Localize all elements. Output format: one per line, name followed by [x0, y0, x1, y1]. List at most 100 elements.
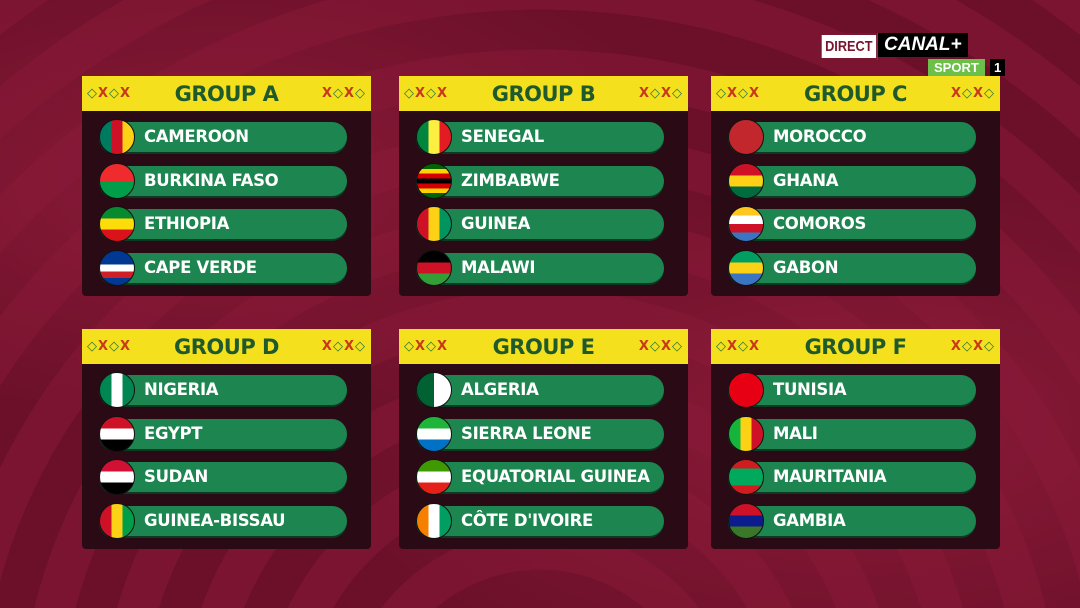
- team-row: MAURITANIA: [728, 459, 976, 495]
- group-title: GROUP F: [804, 334, 907, 359]
- team-name: GAMBIA: [773, 511, 846, 530]
- pattern-icon: X◇X◇: [950, 86, 995, 101]
- team-name: CÔTE D'IVOIRE: [461, 511, 594, 530]
- team-row: GHANA: [728, 163, 976, 199]
- team-row: GAMBIA: [728, 503, 976, 539]
- broadcaster-logo: DIRECT CANAL+ SPORT 1: [820, 33, 1015, 79]
- team-name: CAPE VERDE: [144, 258, 257, 277]
- team-row: EGYPT: [99, 416, 347, 452]
- pattern-icon: ◇X◇X: [716, 339, 761, 354]
- team-row: MALI: [728, 416, 976, 452]
- flag-icon: [99, 416, 135, 452]
- flag-icon: [416, 119, 452, 155]
- team-name: COMOROS: [773, 214, 867, 233]
- group-card: ◇X◇X GROUP B X◇X◇ SENEGAL ZIMBABWE GUINEA MALA…: [399, 76, 688, 296]
- team-name: MOROCCO: [773, 127, 867, 146]
- team-name: MAURITANIA: [773, 467, 887, 486]
- group-title: GROUP B: [491, 81, 596, 106]
- team-name: MALI: [773, 424, 818, 443]
- team-name: ETHIOPIA: [144, 214, 230, 233]
- team-name: GUINEA-BISSAU: [144, 511, 286, 530]
- flag-icon: [416, 250, 452, 286]
- team-name: BURKINA FASO: [144, 171, 279, 190]
- flag-icon: [416, 459, 452, 495]
- flag-icon: [728, 250, 764, 286]
- flag-icon: [416, 163, 452, 199]
- sub-channel: SPORT: [928, 59, 985, 76]
- group-header: ◇X◇X GROUP C X◇X◇: [711, 76, 1000, 111]
- team-row: NIGERIA: [99, 372, 347, 408]
- team-row: GUINEA-BISSAU: [99, 503, 347, 539]
- team-name: GUINEA: [461, 214, 531, 233]
- team-row: SIERRA LEONE: [416, 416, 664, 452]
- pattern-icon: ◇X◇X: [404, 86, 449, 101]
- team-name: NIGERIA: [144, 380, 219, 399]
- team-row: ALGERIA: [416, 372, 664, 408]
- team-row: SUDAN: [99, 459, 347, 495]
- team-row: ETHIOPIA: [99, 206, 347, 242]
- flag-icon: [99, 163, 135, 199]
- flag-icon: [416, 206, 452, 242]
- channel-number: 1: [990, 59, 1006, 76]
- team-name: SENEGAL: [461, 127, 544, 146]
- team-row: ZIMBABWE: [416, 163, 664, 199]
- team-name: CAMEROON: [144, 127, 249, 146]
- group-title: GROUP E: [492, 334, 595, 359]
- team-row: GUINEA: [416, 206, 664, 242]
- pattern-icon: ◇X◇X: [716, 86, 761, 101]
- flag-icon: [728, 206, 764, 242]
- team-name: ALGERIA: [461, 380, 539, 399]
- team-row: MALAWI: [416, 250, 664, 286]
- flag-icon: [416, 416, 452, 452]
- flag-icon: [728, 503, 764, 539]
- group-card: ◇X◇X GROUP F X◇X◇ TUNISIA MALI MAURITANIA GAMB…: [711, 329, 1000, 549]
- flag-icon: [99, 372, 135, 408]
- flag-icon: [728, 119, 764, 155]
- channel-name: CANAL+: [878, 33, 968, 57]
- flag-icon: [728, 372, 764, 408]
- team-row: GABON: [728, 250, 976, 286]
- pattern-icon: X◇X◇: [638, 86, 683, 101]
- team-row: CAPE VERDE: [99, 250, 347, 286]
- team-name: MALAWI: [461, 258, 536, 277]
- flag-icon: [728, 163, 764, 199]
- flag-icon: [728, 459, 764, 495]
- team-name: TUNISIA: [773, 380, 847, 399]
- group-header: ◇X◇X GROUP B X◇X◇: [399, 76, 688, 111]
- team-row: BURKINA FASO: [99, 163, 347, 199]
- pattern-icon: ◇X◇X: [404, 339, 449, 354]
- group-card: ◇X◇X GROUP A X◇X◇ CAMEROON BURKINA FASO ETHIO…: [82, 76, 371, 296]
- group-title: GROUP C: [804, 81, 907, 106]
- team-row: TUNISIA: [728, 372, 976, 408]
- group-header: ◇X◇X GROUP D X◇X◇: [82, 329, 371, 364]
- team-row: CÔTE D'IVOIRE: [416, 503, 664, 539]
- pattern-icon: ◇X◇X: [87, 339, 132, 354]
- team-name: SUDAN: [144, 467, 209, 486]
- flag-icon: [99, 459, 135, 495]
- team-name: GHANA: [773, 171, 839, 190]
- team-name: GABON: [773, 258, 839, 277]
- team-name: EGYPT: [144, 424, 203, 443]
- flag-icon: [99, 503, 135, 539]
- flag-icon: [99, 206, 135, 242]
- group-title: GROUP A: [174, 81, 279, 106]
- live-badge: DIRECT: [820, 33, 878, 60]
- group-title: GROUP D: [174, 334, 279, 359]
- pattern-icon: X◇X◇: [321, 339, 366, 354]
- flag-icon: [728, 416, 764, 452]
- group-card: ◇X◇X GROUP C X◇X◇ MOROCCO GHANA COMOROS GABON: [711, 76, 1000, 296]
- team-row: SENEGAL: [416, 119, 664, 155]
- pattern-icon: X◇X◇: [638, 339, 683, 354]
- team-name: SIERRA LEONE: [461, 424, 592, 443]
- flag-icon: [99, 250, 135, 286]
- flag-icon: [416, 503, 452, 539]
- team-name: EQUATORIAL GUINEA: [461, 467, 650, 486]
- group-header: ◇X◇X GROUP E X◇X◇: [399, 329, 688, 364]
- team-row: EQUATORIAL GUINEA: [416, 459, 664, 495]
- team-name: ZIMBABWE: [461, 171, 560, 190]
- group-header: ◇X◇X GROUP F X◇X◇: [711, 329, 1000, 364]
- pattern-icon: X◇X◇: [321, 86, 366, 101]
- pattern-icon: X◇X◇: [950, 339, 995, 354]
- flag-icon: [99, 119, 135, 155]
- group-card: ◇X◇X GROUP E X◇X◇ ALGERIA SIERRA LEONE EQUATO…: [399, 329, 688, 549]
